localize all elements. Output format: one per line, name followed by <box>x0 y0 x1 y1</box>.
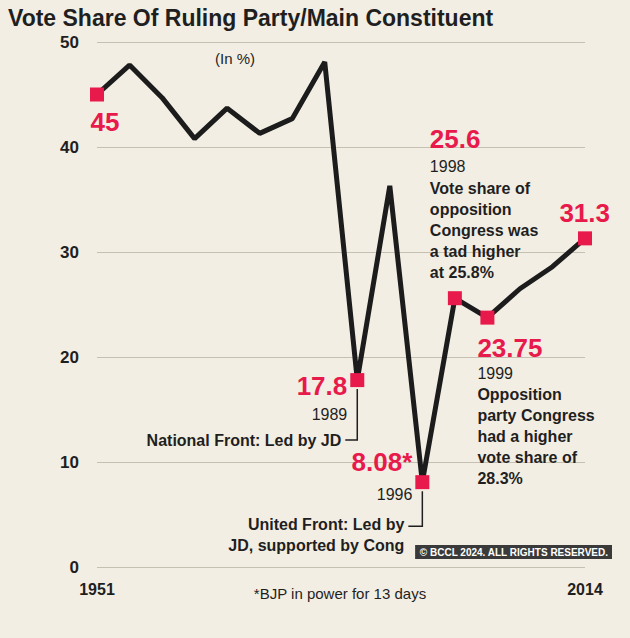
svg-text:© BCCL 2024. ALL RIGHTS RESERV: © BCCL 2024. ALL RIGHTS RESERVED. <box>420 547 608 558</box>
svg-text:1996: 1996 <box>377 486 413 503</box>
svg-text:1989: 1989 <box>312 406 348 423</box>
svg-text:0: 0 <box>70 558 79 577</box>
svg-text:45: 45 <box>91 107 120 137</box>
svg-text:Vote Share Of Ruling Party/Mai: Vote Share Of Ruling Party/Main Constitu… <box>8 5 494 31</box>
svg-text:National Front: Led by JD: National Front: Led by JD <box>147 432 342 449</box>
svg-text:1951: 1951 <box>79 581 115 598</box>
svg-text:opposition: opposition <box>430 201 512 218</box>
svg-text:31.3: 31.3 <box>559 198 610 228</box>
svg-text:Vote share of: Vote share of <box>430 180 531 197</box>
svg-text:had a higher: had a higher <box>477 428 572 445</box>
svg-text:vote share of: vote share of <box>477 449 577 466</box>
svg-text:30: 30 <box>60 243 79 262</box>
svg-text:at 25.8%: at 25.8% <box>430 264 494 281</box>
svg-text:20: 20 <box>60 348 79 367</box>
svg-text:2014: 2014 <box>567 581 603 598</box>
svg-text:1998: 1998 <box>430 158 466 175</box>
svg-text:50: 50 <box>60 33 79 52</box>
svg-text:a tad higher: a tad higher <box>430 243 521 260</box>
svg-text:(In %): (In %) <box>215 50 255 67</box>
svg-text:1999: 1999 <box>477 365 513 382</box>
svg-text:United Front: Led by: United Front: Led by <box>248 516 405 533</box>
svg-text:17.8: 17.8 <box>297 371 348 401</box>
svg-text:28.3%: 28.3% <box>477 470 522 487</box>
svg-text:Congress was: Congress was <box>430 222 539 239</box>
svg-text:25.6: 25.6 <box>430 124 481 154</box>
svg-text:40: 40 <box>60 138 79 157</box>
svg-text:*BJP in power for 13 days: *BJP in power for 13 days <box>254 585 426 602</box>
svg-text:10: 10 <box>60 453 79 472</box>
svg-text:23.75: 23.75 <box>477 333 542 363</box>
svg-text:JD, supported by Cong: JD, supported by Cong <box>228 537 404 554</box>
svg-text:Opposition: Opposition <box>477 386 561 403</box>
svg-text:party Congress: party Congress <box>477 407 594 424</box>
svg-text:8.08*: 8.08* <box>352 447 414 477</box>
